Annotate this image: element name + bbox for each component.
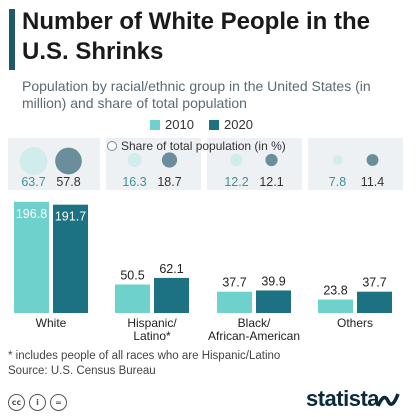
- legend-label-2010: 2010: [165, 117, 194, 132]
- share-bubble-hispanic-2010: [127, 152, 142, 168]
- creative-commons-icon[interactable]: cc: [8, 394, 25, 411]
- share-legend: Share of total population (in %): [107, 139, 286, 153]
- source: Source: U.S. Census Bureau: [8, 365, 156, 377]
- share-label-white-2020: 57.8: [56, 175, 80, 189]
- share-panel-hispanic: [106, 138, 201, 190]
- share-bubble-black-2020: [265, 153, 278, 167]
- share-label-black-2020: 12.1: [259, 175, 283, 189]
- footer: cc i = statista: [0, 382, 416, 417]
- bar-black-2020: [256, 290, 291, 313]
- title-accent-bar: [9, 9, 15, 70]
- footnote-block: * includes people of all races who are H…: [8, 349, 280, 379]
- bar-label-hispanic-2010: 50.5: [120, 268, 144, 282]
- share-label-hispanic-2010: 16.3: [122, 175, 146, 189]
- bar-label-white-2020: 191.7: [55, 210, 86, 224]
- share-bubble-others-2010: [332, 155, 343, 165]
- footnote: * includes people of all races who are H…: [8, 350, 281, 362]
- share-bubble-hispanic-2020: [161, 152, 178, 168]
- bar-white-2020: [53, 204, 88, 313]
- bar-label-white-2010: 196.8: [16, 207, 47, 221]
- legend: 2010 2020: [0, 118, 416, 134]
- bar-label-hispanic-2020: 62.1: [159, 262, 183, 276]
- attribution-icon[interactable]: i: [29, 394, 46, 411]
- license-icons: cc i =: [8, 392, 71, 411]
- bar-label-others-2010: 23.8: [323, 284, 347, 298]
- bar-label-others-2020: 37.7: [362, 276, 386, 290]
- share-label-others-2020: 11.4: [361, 175, 384, 189]
- share-bubble-black-2010: [230, 153, 243, 167]
- bar-white-2010: [14, 201, 49, 313]
- share-bubble-others-2020: [366, 154, 379, 166]
- category-label-white: White: [36, 316, 67, 330]
- share-panel-black: [207, 138, 302, 190]
- statista-logo[interactable]: statista: [306, 386, 380, 411]
- no-derivatives-icon[interactable]: =: [50, 394, 67, 411]
- bar-others-2020: [357, 291, 392, 313]
- legend-label-2020: 2020: [224, 117, 253, 132]
- share-bubble-white-2010: [19, 147, 48, 175]
- category-label-black: Black/African-American: [208, 316, 300, 343]
- category-label-hispanic: Hispanic/Latino*: [127, 316, 177, 343]
- share-legend-label: Share of total population (in %): [121, 139, 286, 153]
- legend-swatch-2020: [209, 120, 219, 130]
- chart-subtitle: Population by racial/ethnic group in the…: [22, 78, 371, 111]
- share-label-hispanic-2020: 18.7: [157, 175, 181, 189]
- share-label-others-2010: 7.8: [329, 175, 346, 189]
- bar-others-2010: [318, 299, 353, 313]
- category-label-others: Others: [337, 316, 373, 330]
- legend-swatch-2010: [150, 120, 160, 130]
- bar-label-black-2020: 39.9: [261, 274, 285, 288]
- bar-black-2010: [217, 291, 252, 313]
- bar-hispanic-2010: [115, 284, 150, 313]
- statista-wave-icon: [376, 393, 400, 407]
- share-label-white-2010: 63.7: [21, 175, 45, 189]
- chart-title: Number of White People in the U.S. Shrin…: [22, 8, 371, 65]
- bar-label-black-2010: 37.7: [222, 276, 246, 290]
- share-panel-others: [308, 138, 403, 190]
- bar-hispanic-2020: [154, 277, 189, 313]
- share-label-black-2010: 12.2: [224, 175, 248, 189]
- share-bubble-white-2020: [55, 147, 82, 175]
- share-circle-icon: [107, 141, 117, 151]
